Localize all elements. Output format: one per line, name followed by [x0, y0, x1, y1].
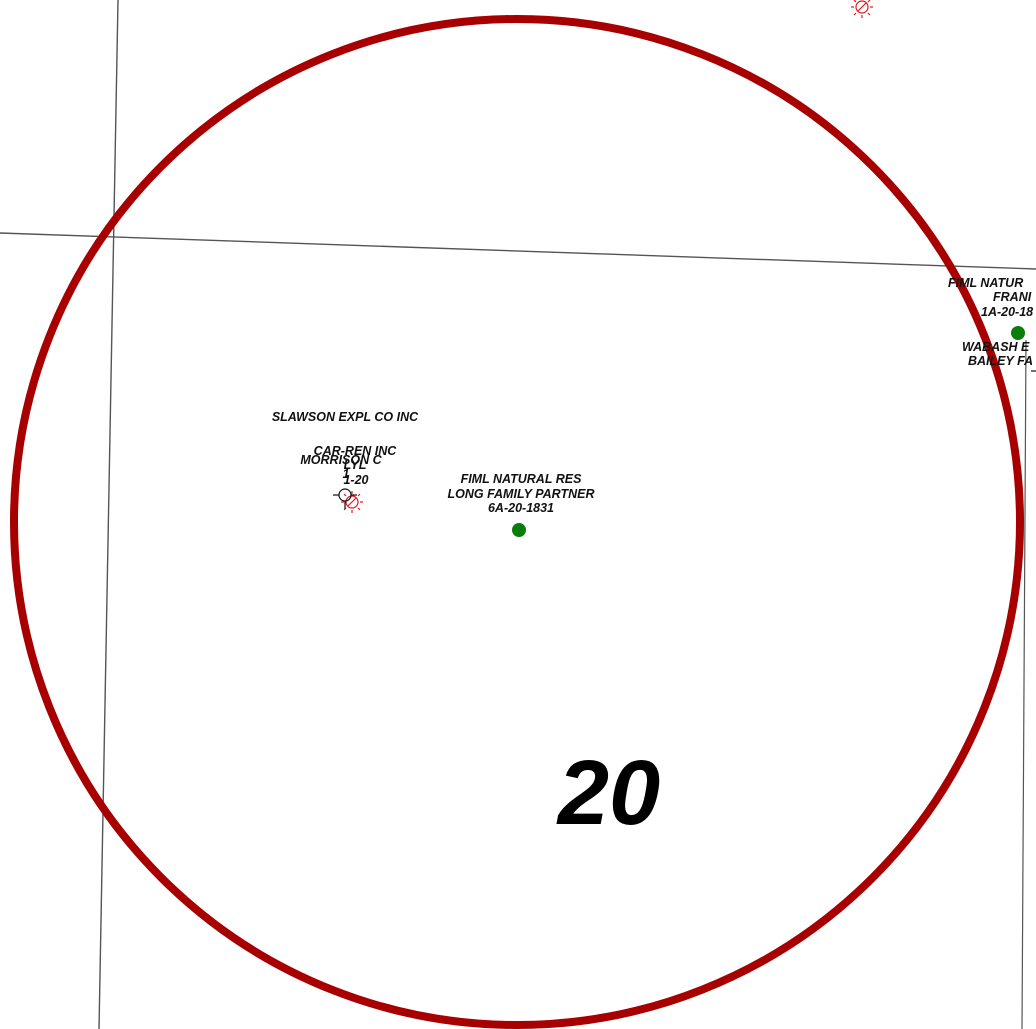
section-number-label: 20	[556, 742, 660, 844]
well-number-label: 6A-20-1831	[488, 501, 554, 515]
well-car-ren-lyl[interactable]: CAR-REN INC LYL 1	[314, 444, 398, 509]
buffer-radius-circle	[10, 15, 1024, 1029]
well-operator-label: CAR-REN INC	[314, 444, 398, 458]
section-line-vertical	[98, 0, 119, 1029]
well-lease-label: LYL	[344, 458, 367, 472]
plugged-well-icon	[851, 0, 873, 18]
well-lease-label: MORRISON C	[300, 453, 382, 467]
well-operator-label: FIML NATUR	[948, 276, 1023, 290]
well-number-label: 1A-20-18	[981, 305, 1033, 319]
well-lease-label: FRANI	[993, 290, 1032, 304]
well-number-label: 1-20	[343, 473, 368, 487]
well-operator-label: FIML NATURAL RES	[461, 472, 582, 486]
well-lease-label: LONG FAMILY PARTNER	[448, 487, 595, 501]
dry-hole-icon	[333, 488, 357, 509]
well-fiml-long-family[interactable]: FIML NATURAL RES LONG FAMILY PARTNER 6A-…	[448, 472, 595, 537]
well-fiml-frank[interactable]: FIML NATUR FRANI 1A-20-18	[948, 276, 1033, 340]
well-slawson-morrison[interactable]: SLAWSON EXPL CO INC MORRISON C 1-20	[272, 410, 419, 513]
well-operator-label: SLAWSON EXPL CO INC	[272, 410, 419, 424]
well-operator-label: WABASH E	[962, 340, 1030, 354]
well-lease-label: BAILEY FA	[968, 354, 1033, 368]
plugged-well-icon	[341, 491, 363, 513]
section-line-horizontal	[0, 232, 1036, 270]
well-number-label: 1	[343, 467, 350, 481]
producing-well-icon	[1011, 326, 1025, 340]
well-top-edge[interactable]	[851, 0, 873, 18]
well-wabash-bailey[interactable]: WABASH E BAILEY FA	[962, 340, 1036, 372]
producing-well-icon	[512, 523, 526, 537]
section-line-right-stub	[1021, 339, 1027, 1029]
